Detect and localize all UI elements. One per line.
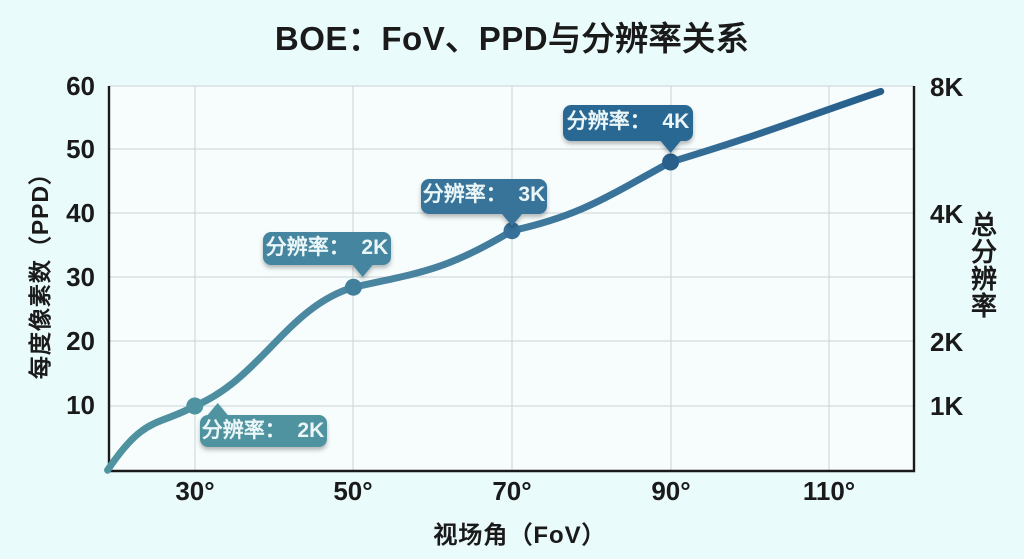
svg-text:20: 20 [66, 326, 95, 356]
svg-text:2K: 2K [930, 327, 963, 357]
svg-text:30°: 30° [175, 476, 214, 506]
svg-text:50°: 50° [333, 476, 372, 506]
svg-text:分辨率： 4K: 分辨率： 4K [567, 109, 690, 133]
svg-text:10: 10 [66, 390, 95, 420]
svg-text:分辨率： 2K: 分辨率： 2K [202, 418, 325, 442]
svg-text:90°: 90° [651, 476, 690, 506]
svg-text:40: 40 [66, 198, 95, 228]
svg-text:分辨率： 3K: 分辨率： 3K [423, 182, 546, 206]
svg-text:110°: 110° [803, 476, 855, 506]
svg-text:8K: 8K [930, 72, 963, 102]
svg-text:30: 30 [66, 262, 95, 292]
svg-text:70°: 70° [492, 476, 531, 506]
svg-text:4K: 4K [930, 199, 963, 229]
svg-text:分辨率： 2K: 分辨率： 2K [266, 235, 389, 259]
svg-text:1K: 1K [930, 391, 963, 421]
svg-text:60: 60 [66, 71, 95, 101]
svg-text:50: 50 [66, 134, 95, 164]
